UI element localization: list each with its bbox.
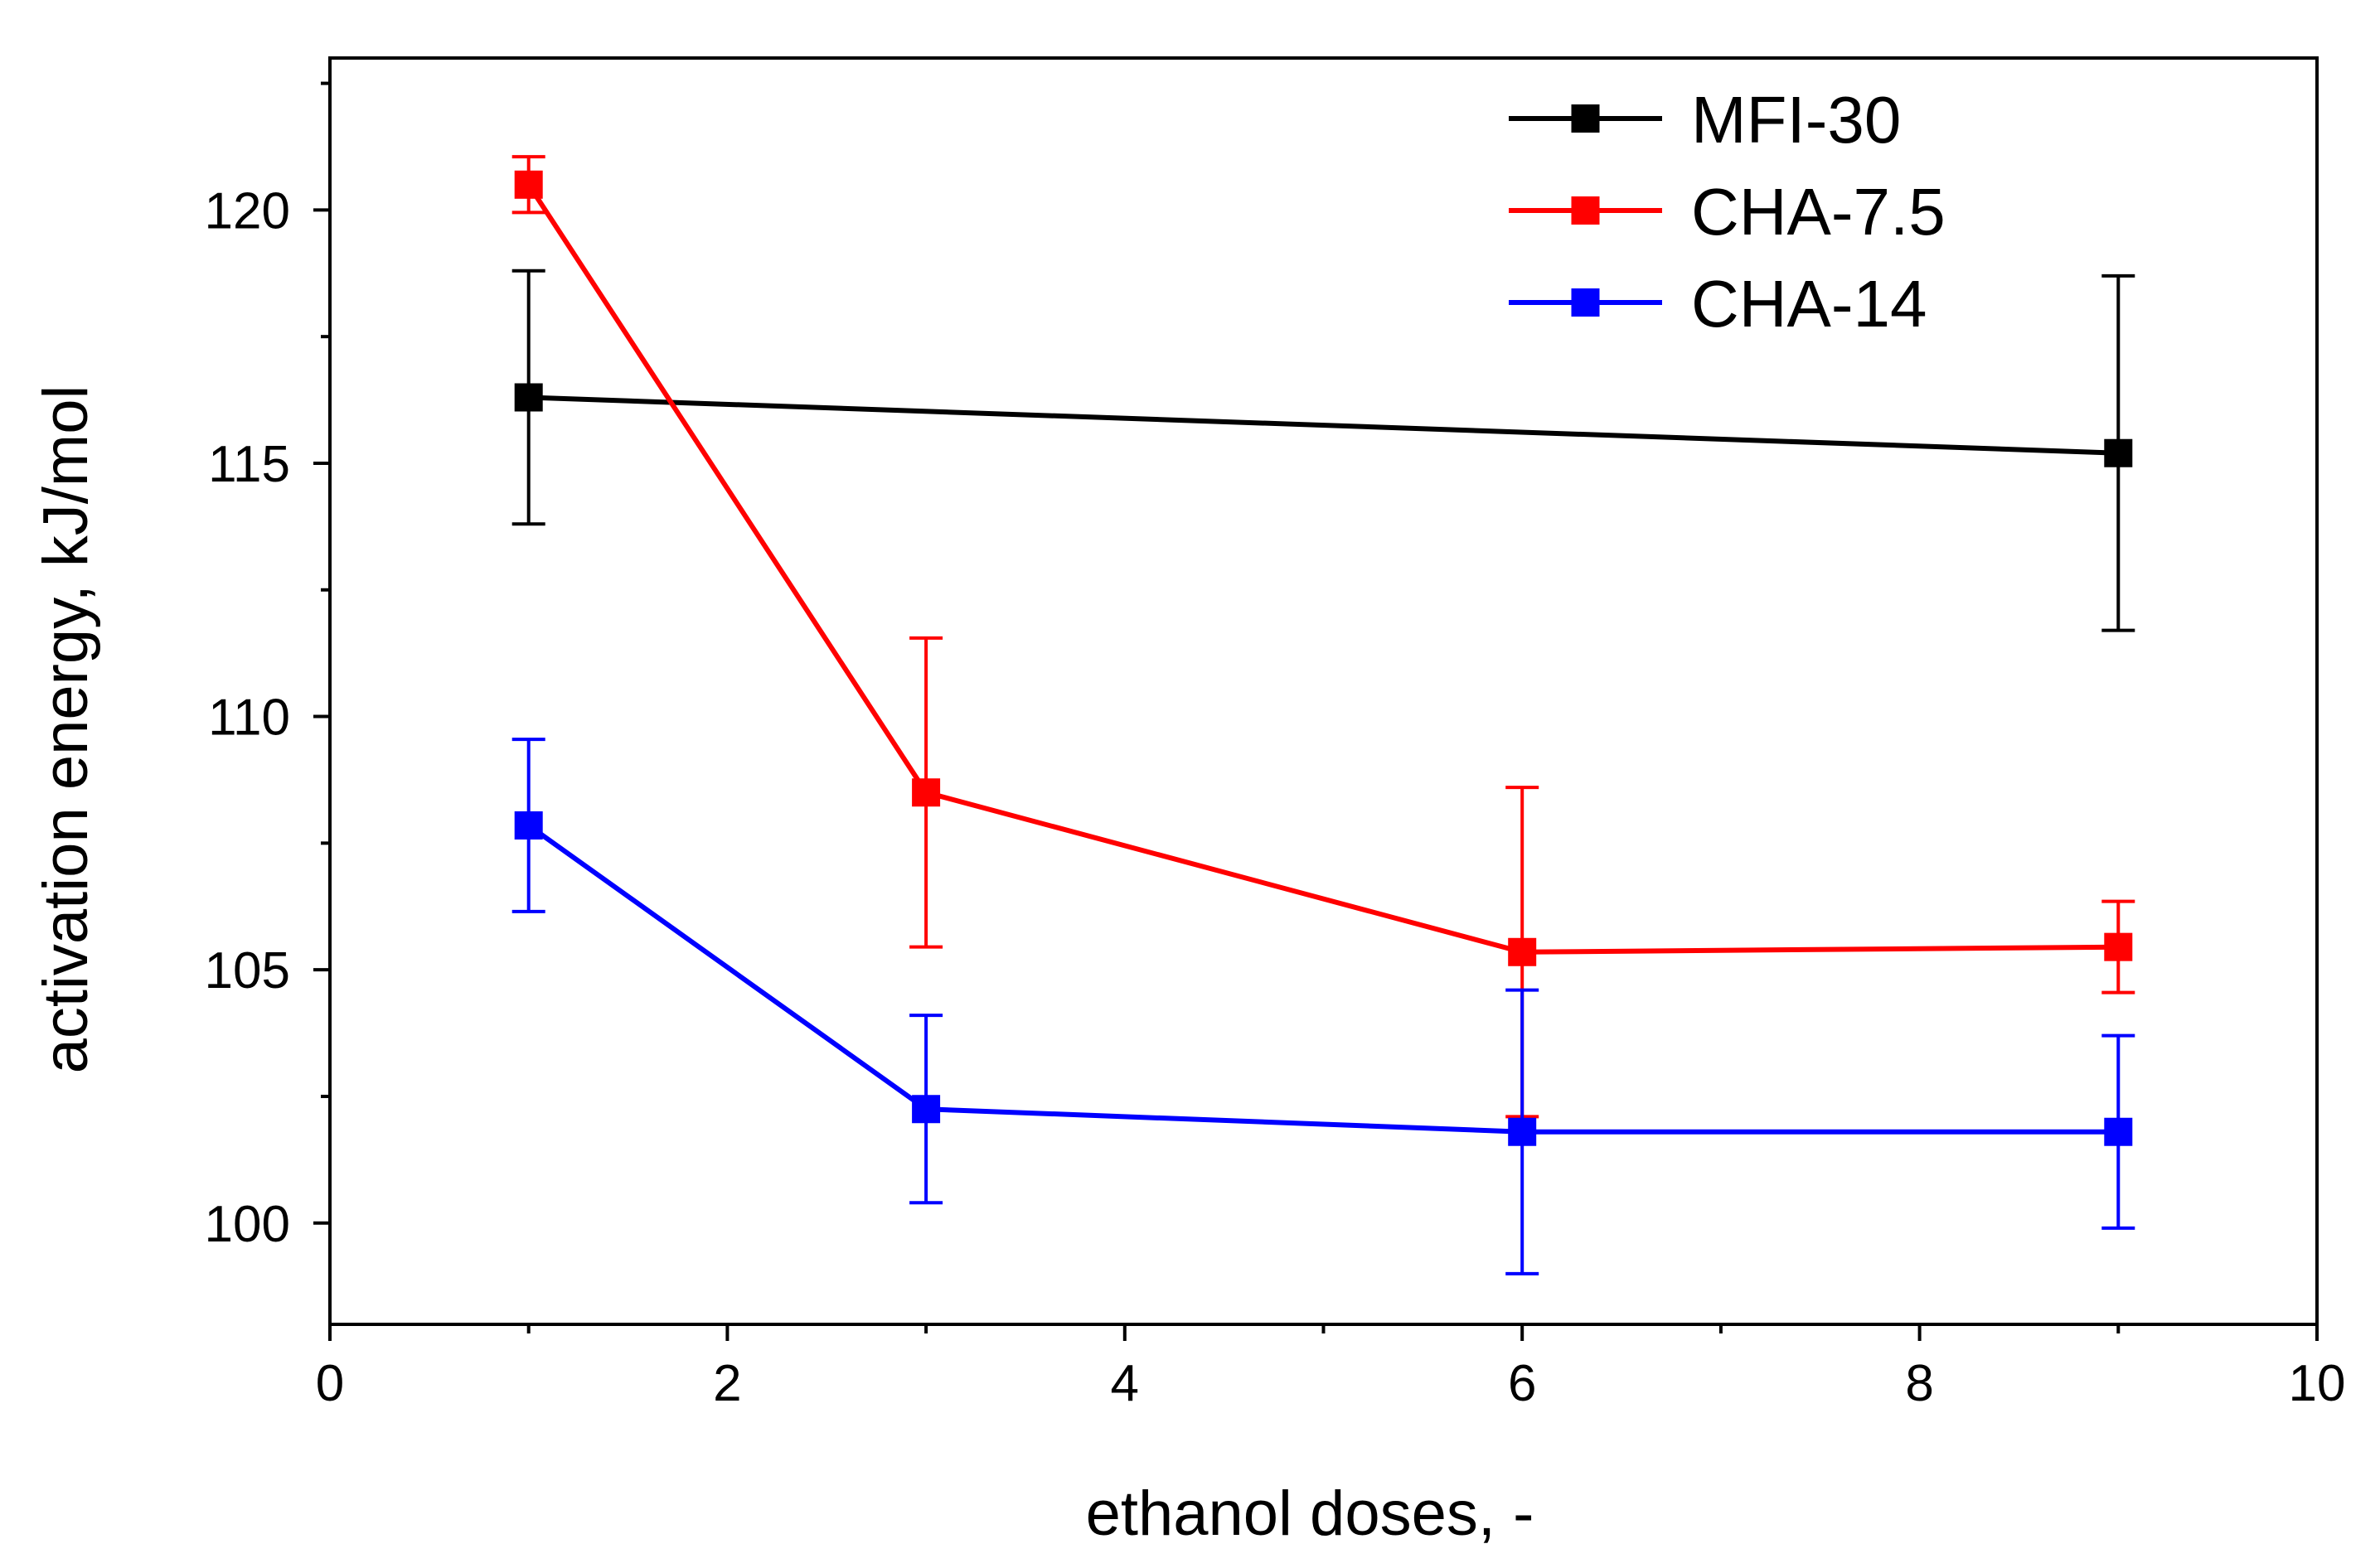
legend-marker <box>1571 196 1600 225</box>
x-tick-label: 6 <box>1508 1355 1536 1412</box>
x-axis-title: ethanol doses, - <box>1086 1478 1534 1549</box>
y-axis-title: activation energy, kJ/mol <box>31 385 101 1074</box>
data-point-cha-14 <box>2104 1117 2133 1146</box>
legend-label: CHA-14 <box>1691 267 1927 341</box>
legend-label: CHA-7.5 <box>1691 175 1946 249</box>
legend-marker <box>1571 104 1600 133</box>
y-tick-label: 115 <box>208 436 290 493</box>
x-tick-label: 0 <box>316 1355 344 1412</box>
y-tick-label: 110 <box>208 690 290 747</box>
data-point-cha-14 <box>514 811 543 840</box>
legend-label: MFI-30 <box>1691 83 1901 157</box>
axis-ticks-layer <box>313 81 2319 1341</box>
series-cha-14 <box>511 738 2135 1275</box>
series-line-mfi-30 <box>528 394 2119 456</box>
series-cha-7-5 <box>511 155 2135 1119</box>
data-point-mfi-30 <box>514 383 543 412</box>
legend: MFI-30 CHA-7.5 CHA-14 <box>1509 83 1946 341</box>
data-point-cha-7-5 <box>1508 937 1537 966</box>
data-point-cha-7-5 <box>2104 932 2133 961</box>
data-point-cha-14 <box>912 1095 941 1124</box>
data-point-mfi-30 <box>2104 438 2133 467</box>
data-point-cha-7-5 <box>514 170 543 199</box>
y-tick-label: 100 <box>205 1196 290 1253</box>
x-tick-label: 4 <box>1111 1355 1139 1412</box>
legend-marker <box>1571 288 1600 317</box>
y-tick-label: 120 <box>205 182 290 240</box>
data-point-cha-14 <box>1508 1117 1537 1146</box>
series-line-cha-7-5 <box>526 183 2119 955</box>
series-mfi-30 <box>511 269 2135 632</box>
legend-item-cha-14: CHA-14 <box>1509 267 1927 341</box>
x-tick-label: 2 <box>713 1355 741 1412</box>
tick-labels-layer: 0 2 4 6 8 10 100 105 110 115 120 <box>205 182 2346 1412</box>
y-tick-label: 105 <box>205 942 290 999</box>
legend-item-mfi-30: MFI-30 <box>1509 83 1901 157</box>
x-tick-label: 8 <box>1905 1355 1933 1412</box>
legend-item-cha-7-5: CHA-7.5 <box>1509 175 1946 249</box>
series-line-cha-14 <box>526 823 2119 1135</box>
series-layer <box>511 155 2135 1275</box>
data-point-cha-7-5 <box>912 778 941 807</box>
x-tick-label: 10 <box>2289 1355 2346 1412</box>
